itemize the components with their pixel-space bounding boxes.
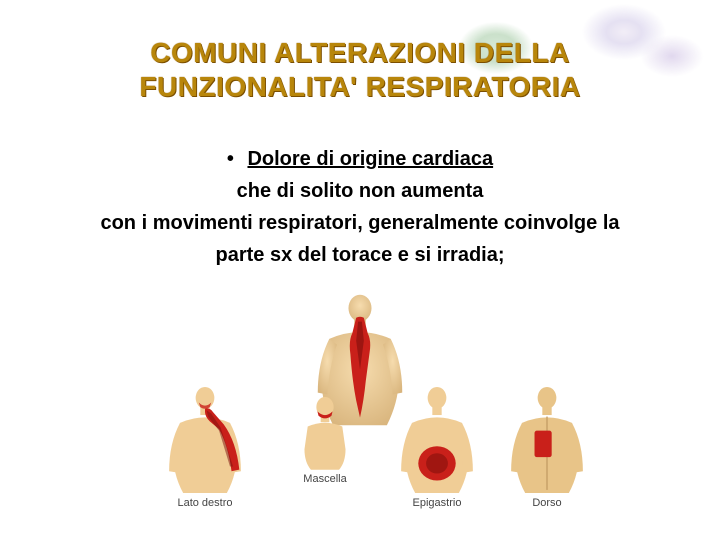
torso-lato-destro [166,385,244,495]
body-line-4: parte sx del torace e si irradia; [0,244,720,267]
torso-epigastrio [398,385,476,495]
title-line-2: FUNZIONALITA' RESPIRATORIA [139,71,580,102]
bullet-dot-icon: • [227,148,234,170]
torso-mascella [298,395,352,471]
title-line-1: COMUNI ALTERAZIONI DELLA [150,37,570,68]
bullet-text: Dolore di origine cardiaca [247,148,493,170]
figure-dorso-label: Dorso [532,497,561,509]
figure-mascella-label: Mascella [303,473,346,485]
figure-lato-destro: Lato destro [166,385,244,509]
anatomy-figures: Lato destro Mascella [130,290,590,518]
torso-dorso [508,385,586,495]
figure-mascella: Mascella [298,395,352,485]
figure-lato-destro-label: Lato destro [177,497,232,509]
figure-dorso: Dorso [508,385,586,509]
slide-title: COMUNI ALTERAZIONI DELLA FUNZIONALITA' R… [0,36,720,103]
body-line-3: con i movimenti respiratori, generalment… [0,212,720,235]
figure-epigastrio: Epigastrio [398,385,476,509]
figure-epigastrio-label: Epigastrio [413,497,462,509]
body-line-2: che di solito non aumenta [0,180,720,203]
bullet-line: • Dolore di origine cardiaca [0,148,720,171]
